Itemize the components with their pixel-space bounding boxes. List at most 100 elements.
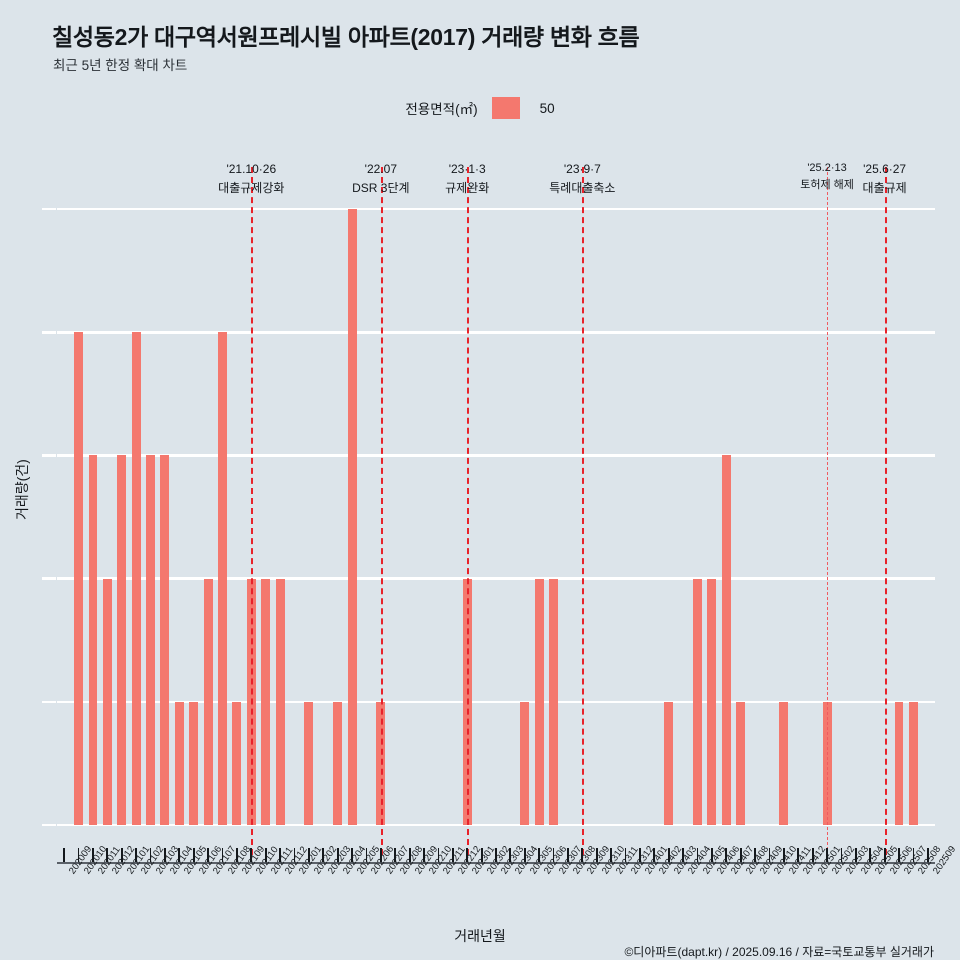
x-tick-mark (711, 848, 713, 862)
x-tick-mark (279, 848, 281, 862)
bar[interactable] (203, 578, 213, 825)
x-tick-mark (797, 848, 800, 862)
x-tick-mark (466, 848, 469, 862)
footer-credit: ©디아파트(dapt.kr) / 2025.09.16 / 자료=국토교통부 실… (624, 945, 934, 959)
x-tick-mark (351, 848, 353, 862)
x-tick-mark (63, 848, 66, 862)
x-tick-mark (236, 848, 238, 862)
bar[interactable] (232, 701, 242, 825)
bar[interactable] (664, 701, 674, 825)
gridline (57, 823, 935, 827)
x-tick-mark (135, 848, 138, 862)
x-tick-mark (523, 848, 526, 862)
bar[interactable] (174, 701, 184, 825)
event-description: 토허제 해제 (800, 179, 854, 192)
bar[interactable] (721, 455, 731, 825)
bar[interactable] (707, 578, 717, 825)
x-tick-mark (379, 848, 382, 862)
x-tick-mark (883, 848, 886, 862)
bar[interactable] (822, 701, 832, 825)
x-tick-mark (221, 848, 224, 862)
x-tick-mark (92, 848, 94, 862)
bar[interactable] (779, 701, 789, 825)
event-marker-label: '23·1·3 규제완화 (445, 160, 489, 197)
gridline (57, 577, 935, 580)
event-marker-label: '23·9·7 특례대출축소 (549, 160, 615, 197)
event-date: '23·1·3 (448, 162, 486, 176)
event-description: 대출규제강화 (218, 180, 285, 195)
page-title: 칠성동2가 대구역서원프레시빌 아파트(2017) 거래량 변화 흐름 (52, 24, 640, 50)
bar[interactable] (275, 578, 285, 825)
x-tick-mark (250, 848, 253, 862)
x-tick-mark (77, 848, 80, 862)
x-tick-mark (408, 848, 411, 862)
x-tick-mark (120, 848, 123, 862)
bar[interactable] (549, 578, 559, 825)
x-tick-mark (394, 848, 397, 862)
x-tick-mark (869, 848, 872, 862)
x-tick-mark (696, 848, 699, 862)
x-tick-mark (336, 848, 339, 862)
x-tick-mark (293, 848, 296, 862)
x-tick-mark (192, 848, 195, 862)
page-subtitle: 최근 5년 한정 확대 차트 (53, 58, 188, 73)
bar[interactable] (693, 578, 702, 825)
bar[interactable] (736, 701, 746, 825)
bar[interactable] (146, 455, 156, 825)
y-tick-mark (42, 823, 56, 827)
bar[interactable] (261, 578, 271, 825)
event-marker-label: '21.10·26 대출규제강화 (218, 160, 284, 197)
x-tick-mark (840, 848, 843, 862)
event-description: 특례대출축소 (549, 180, 616, 195)
x-tick-mark (624, 848, 627, 862)
x-tick-mark (667, 848, 670, 862)
bar[interactable] (894, 701, 904, 825)
gridline (57, 331, 935, 334)
y-tick-mark (42, 207, 56, 211)
x-tick-mark (437, 848, 440, 862)
event-date: '21.10·26 (226, 162, 277, 176)
bar[interactable] (74, 332, 84, 825)
bar[interactable] (304, 701, 314, 825)
x-tick-mark (754, 848, 756, 862)
event-date: '25.2·13 (807, 162, 847, 174)
bar[interactable] (131, 332, 141, 825)
x-tick-mark (495, 848, 497, 862)
bar[interactable] (160, 455, 170, 825)
bar[interactable] (189, 701, 199, 825)
event-marker-label: '25.6·27 대출규제 (863, 160, 907, 197)
bar[interactable] (88, 455, 98, 825)
bar[interactable] (333, 701, 343, 825)
y-tick-mark (42, 577, 56, 580)
bar[interactable] (376, 701, 386, 825)
x-tick-mark (653, 848, 656, 862)
y-tick-mark (42, 331, 56, 334)
bar[interactable] (218, 332, 227, 825)
event-marker-line (884, 167, 887, 855)
bar[interactable] (102, 578, 112, 825)
x-tick-mark (207, 848, 210, 862)
x-tick-mark (639, 848, 641, 862)
x-tick-mark (581, 848, 584, 862)
x-tick-mark (595, 848, 598, 862)
event-description: 규제완화 (445, 180, 490, 195)
x-axis-label: 거래년월 (454, 928, 506, 944)
x-tick-mark (682, 848, 684, 862)
bar[interactable] (534, 578, 544, 825)
x-tick-mark (725, 848, 728, 862)
bar[interactable] (117, 455, 127, 825)
x-tick-mark (322, 848, 325, 862)
x-tick-mark (610, 848, 613, 862)
x-tick-mark (307, 848, 310, 862)
plot-area (42, 167, 935, 855)
x-tick-mark (365, 848, 368, 862)
event-date: '23·9·7 (563, 162, 601, 176)
bar[interactable] (347, 209, 357, 825)
bar[interactable] (908, 701, 918, 825)
x-tick-mark (898, 848, 900, 862)
bar[interactable] (520, 701, 530, 825)
x-tick-mark (178, 848, 181, 862)
chart-legend: 전용면적(㎡) 50 (0, 97, 960, 119)
x-tick-mark (164, 848, 166, 862)
x-axis-line (57, 862, 935, 865)
